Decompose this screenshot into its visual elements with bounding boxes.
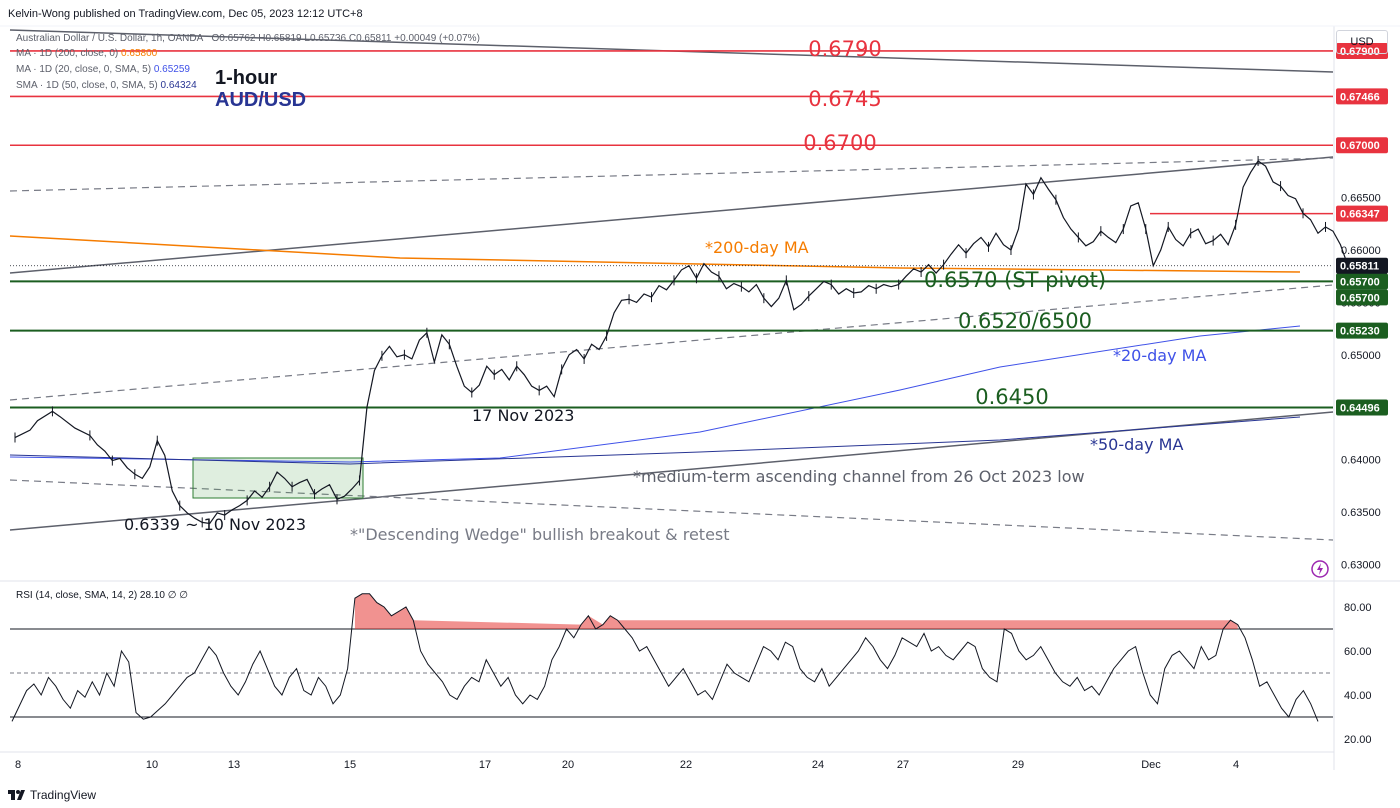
level-badge-4-text: 0.65230 [1340, 326, 1380, 338]
ma50-line[interactable] [9, 416, 1301, 465]
level-badge-3-text: 0.65700 [1340, 276, 1380, 288]
channel-upper-dashed-line[interactable] [9, 157, 1334, 192]
time-axis-tick-label: 17 [479, 759, 491, 771]
rsi-axis-tick-label: 60.00 [1344, 646, 1372, 658]
indicator-ma200[interactable]: MA · 1D (200, close, 0) 0.65800 [16, 48, 157, 59]
level-label: 0.6450 [975, 385, 1048, 409]
rsi-overbought-fill [354, 593, 1238, 629]
last-price-badge-text: 0.65811 [1340, 261, 1379, 273]
price-axis-tick-label: 0.64000 [1341, 455, 1381, 467]
symbol-line: Australian Dollar / U.S. Dollar, 1h, OAN… [16, 33, 480, 44]
currency-selector[interactable]: USD [1336, 30, 1388, 54]
indicator-ma200-label: MA · 1D (200, close, 0) [16, 48, 119, 59]
level-badge-2-bg [1336, 137, 1388, 154]
rsi-axis-tick-label: 40.00 [1344, 690, 1372, 702]
time-axis-tick-label: 20 [562, 759, 574, 771]
time-axis-tick-label: 8 [15, 759, 21, 771]
indicator-ma200-value: 0.65800 [121, 48, 158, 59]
channel-annotation: *medium-term ascending channel from 26 O… [633, 467, 1085, 486]
time-axis-tick-label: 22 [680, 759, 692, 771]
intraday-resistance-badge: 0.66347 [1336, 205, 1388, 222]
rsi-axis-tick-label: 20.00 [1344, 734, 1372, 746]
ohlc-values: O0.65762 H0.65819 L0.65736 C0.65811 +0.0… [211, 33, 480, 44]
rsi-header: RSI (14, close, SMA, 14, 2) 28.10 ∅ ∅ [16, 590, 188, 601]
flash-icon-bolt [1317, 563, 1323, 575]
flash-icon-ring [1311, 560, 1329, 578]
indicator-ma20[interactable]: MA · 1D (20, close, 0, SMA, 5) 0.65259 [16, 64, 190, 75]
level-badge-3: 0.65700 [1336, 273, 1388, 290]
intraday-resistance-badge-bg [1336, 205, 1388, 222]
ma200-annotation: *200-day MA [705, 238, 809, 257]
low-annotation: 0.6339 ~ 10 Nov 2023 [124, 515, 306, 534]
indicator-ma20-value: 0.65259 [153, 64, 190, 75]
level-badge-5: 0.64496 [1336, 399, 1388, 416]
time-axis-tick-label: 13 [228, 759, 240, 771]
last-price-badge: 0.65811 [1336, 257, 1388, 274]
time-axis-tick-label: 27 [897, 759, 909, 771]
indicator-ma20-label: MA · 1D (20, close, 0, SMA, 5) [16, 64, 152, 75]
price-axis-tick-label: 0.65000 [1341, 350, 1381, 362]
ma20-line[interactable] [9, 325, 1301, 463]
level-badge-5-bg [1336, 399, 1388, 416]
ma50-annotation: *50-day MA [1090, 435, 1183, 454]
level-badge-1: 0.67466 [1336, 88, 1388, 105]
time-axis-tick-label: 10 [146, 759, 158, 771]
time-axis-tick-label: 29 [1012, 759, 1024, 771]
level-badge-0-bg [1336, 42, 1388, 59]
descending-wedge-box[interactable] [192, 457, 364, 499]
rsi-line[interactable] [11, 593, 1319, 722]
channel-mid-dashed-line[interactable] [9, 284, 1334, 401]
level-badge-2-text: 0.67000 [1340, 140, 1380, 152]
level-label: 0.6700 [803, 131, 876, 155]
level-badge-1-text: 0.67466 [1340, 91, 1380, 103]
ma20-annotation: *20-day MA [1113, 346, 1206, 365]
tradingview-logo-icon [8, 790, 25, 800]
ma200-badge-text: 0.65700 [1340, 292, 1380, 304]
time-axis-tick-label: 15 [344, 759, 356, 771]
tradingview-logo[interactable]: TradingView [8, 788, 96, 802]
flash-icon[interactable] [1311, 560, 1329, 578]
publisher-line: Kelvin-Wong published on TradingView.com… [8, 8, 363, 20]
nov17-annotation: 17 Nov 2023 [472, 406, 574, 425]
wedge-lower-dashed-line[interactable] [9, 479, 1334, 541]
level-badge-4: 0.65230 [1336, 322, 1388, 339]
level-badge-4-bg [1336, 322, 1388, 339]
level-label: 0.6520/6500 [958, 309, 1092, 333]
pair-title: AUD/USD [215, 89, 307, 111]
wedge-annotation: *"Descending Wedge" bullish breakout & r… [350, 525, 730, 544]
ma200-line[interactable] [9, 235, 1301, 273]
channel-upper-line[interactable] [9, 156, 1334, 274]
ma200-badge-bg [1336, 289, 1388, 306]
level-label: 0.6570 (ST pivot) [924, 268, 1106, 292]
price-axis-tick-label: 0.66000 [1341, 245, 1381, 257]
price-axis-tick-label: 0.63500 [1341, 507, 1381, 519]
level-badge-3-bg [1336, 273, 1388, 290]
level-badge-5-text: 0.64496 [1340, 403, 1380, 415]
ma200-badge: 0.65700 [1336, 289, 1388, 306]
level-badge-0: 0.67900 [1336, 42, 1388, 59]
symbol-name: Australian Dollar / U.S. Dollar, 1h, OAN… [16, 33, 203, 44]
level-badge-1-bg [1336, 88, 1388, 105]
price-axis-tick-label: 0.66500 [1341, 193, 1381, 205]
level-badge-0-text: 0.67900 [1340, 46, 1380, 58]
indicator-sma50-value: 0.64324 [160, 80, 197, 91]
price-axis-tick-label: 0.63000 [1341, 559, 1381, 571]
time-axis-tick-label: Dec [1141, 759, 1161, 771]
time-axis-tick-label: 4 [1233, 759, 1239, 771]
timeframe-title: 1-hour [215, 67, 278, 89]
indicator-sma50[interactable]: SMA · 1D (50, close, 0, SMA, 5) 0.64324 [16, 80, 197, 91]
intraday-resistance-badge-text: 0.66347 [1340, 209, 1380, 221]
time-axis-tick-label: 24 [812, 759, 824, 771]
last-price-badge-bg [1336, 257, 1388, 274]
indicator-sma50-label: SMA · 1D (50, close, 0, SMA, 5) [16, 80, 158, 91]
level-badge-2: 0.67000 [1336, 137, 1388, 154]
level-label: 0.6745 [808, 87, 881, 111]
level-label: 0.6790 [808, 37, 881, 61]
tradingview-logo-text: TradingView [30, 788, 97, 802]
rsi-axis-tick-label: 80.00 [1344, 602, 1372, 614]
